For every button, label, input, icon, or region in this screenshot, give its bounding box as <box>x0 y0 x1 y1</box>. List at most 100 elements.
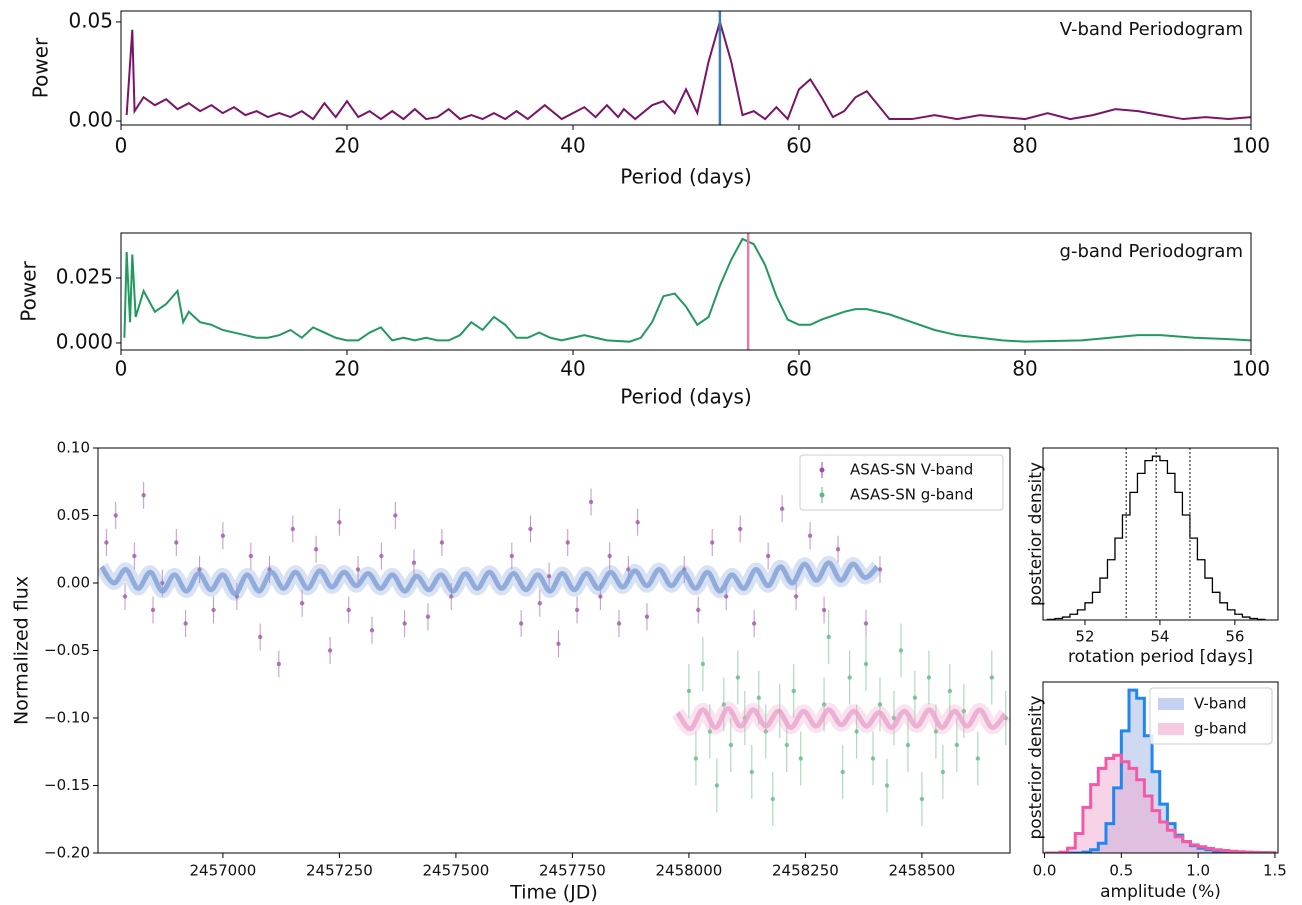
data-point <box>721 702 727 707</box>
plot-area <box>1044 688 1277 853</box>
hist-bar <box>1182 841 1191 853</box>
data-point <box>174 540 179 545</box>
hist-bar <box>1219 602 1228 620</box>
data-point <box>626 567 631 572</box>
y-axis-label: Power <box>29 37 53 98</box>
data-point <box>635 520 640 525</box>
hist-bar <box>1249 618 1258 620</box>
x-tick-label: 2458250 <box>772 862 839 880</box>
hist-bar <box>1099 578 1108 620</box>
y-tick-label: 0.025 <box>56 264 113 288</box>
data-point <box>113 513 118 518</box>
data-point <box>150 607 156 613</box>
data-point <box>737 526 743 532</box>
plot-area <box>98 481 1010 826</box>
x-tick-label: 100 <box>1232 134 1270 158</box>
hist-bar <box>1152 810 1160 853</box>
data-point <box>686 688 692 694</box>
hist-bar <box>1136 698 1145 853</box>
x-tick-label: 1.5 <box>1263 862 1287 880</box>
data-point <box>863 621 869 626</box>
data-point <box>290 526 295 532</box>
data-point <box>961 709 967 714</box>
data-point <box>327 648 333 653</box>
model-line <box>675 706 1007 732</box>
x-tick-label: 2457000 <box>189 862 256 880</box>
hist-bar <box>1144 460 1153 620</box>
data-point <box>807 533 813 538</box>
data-point <box>863 661 869 667</box>
data-point <box>765 553 771 559</box>
data-point <box>884 783 890 788</box>
data-point <box>779 506 785 511</box>
axes-frame <box>120 232 1252 351</box>
data-point <box>784 742 789 748</box>
data-point <box>588 499 594 505</box>
axes-frame <box>97 447 1011 854</box>
hist-bar <box>1182 514 1190 620</box>
data-point <box>947 688 953 694</box>
data-point <box>756 695 762 700</box>
data-point <box>346 607 351 613</box>
x-tick-label: 0 <box>115 357 128 381</box>
legend-label: ASAS-SN V-band <box>850 461 973 479</box>
hist-bar <box>1105 758 1114 853</box>
hist-bar <box>1159 822 1168 853</box>
data-point <box>954 742 960 748</box>
hist-bar <box>1227 609 1235 620</box>
y-tick-label: 0.00 <box>57 574 90 592</box>
x-tick-label: 20 <box>334 357 359 381</box>
panel: 0.0 0.5 1.0 1.5 amplitude (%) posterior densi… <box>1026 681 1287 902</box>
data-point <box>700 661 706 667</box>
data-point <box>276 661 282 667</box>
x-tick-label: 0.0 <box>1033 862 1057 880</box>
data-point <box>749 769 755 775</box>
periodogram-line <box>123 237 1251 343</box>
data-point <box>847 675 852 680</box>
hist-bar <box>1234 614 1243 620</box>
hist-bar <box>1242 617 1250 620</box>
plot-area <box>123 233 1251 350</box>
data-point <box>940 769 946 775</box>
data-point <box>197 567 202 572</box>
data-point <box>870 756 876 761</box>
data-point <box>337 520 342 525</box>
axes-frame <box>1042 447 1279 621</box>
data-point <box>933 729 939 734</box>
hist-bar <box>1114 538 1123 620</box>
x-tick-label: 40 <box>560 357 585 381</box>
y-tick-label: −0.20 <box>44 844 90 862</box>
panel: 2457000 2457250 2457500 2457750 2458000 24582… <box>11 439 1011 904</box>
data-point <box>826 634 831 640</box>
data-point <box>616 621 622 626</box>
data-point <box>912 695 918 700</box>
x-tick-label: 2457500 <box>422 862 489 880</box>
axes-frame <box>1042 681 1279 854</box>
periodogram-line <box>125 18 1251 121</box>
data-point <box>854 729 859 734</box>
hist-bar <box>1092 592 1100 620</box>
x-tick-label: 2457250 <box>306 862 373 880</box>
data-point <box>355 567 361 572</box>
hist-bar <box>1129 492 1138 620</box>
y-tick-label: 0.000 <box>56 329 113 353</box>
hist-bar <box>1062 617 1070 620</box>
legend-label: V-band <box>1194 695 1247 713</box>
hist-bar <box>1144 796 1153 853</box>
data-point <box>574 607 580 613</box>
x-tick-label: 0.5 <box>1109 862 1133 880</box>
x-tick-label: 2458500 <box>889 862 956 880</box>
hist-bar <box>1122 514 1130 620</box>
data-point <box>877 567 883 572</box>
legend-symbol <box>819 467 825 473</box>
data-point <box>919 796 925 802</box>
data-point <box>835 547 841 552</box>
data-point <box>821 702 827 707</box>
data-point <box>693 756 699 761</box>
legend-box <box>799 454 1004 511</box>
hist-bar <box>1198 846 1206 853</box>
y-axis-label: posterior density <box>1026 462 1046 606</box>
annotation: V-band Periodogram <box>1060 19 1243 40</box>
